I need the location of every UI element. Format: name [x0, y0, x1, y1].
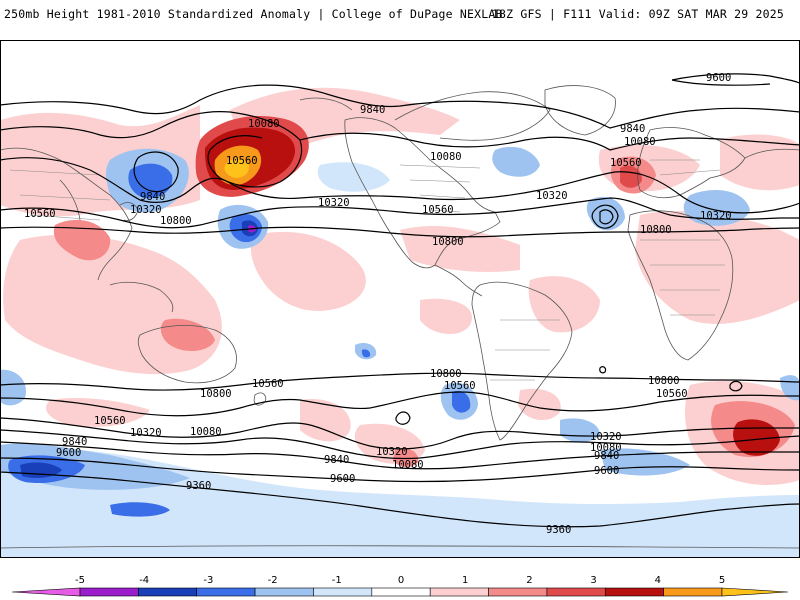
contour-label-9840-asia: 9840 [140, 191, 165, 203]
colorbar-bin [371, 587, 431, 597]
colorbar-tick-label: -1 [332, 575, 342, 586]
political-borders [9, 159, 725, 381]
contour-label-10560-us: 10560 [422, 204, 454, 216]
model-valid-time: 18Z GFS | F111 Valid: 09Z SAT MAR 29 202… [491, 7, 784, 21]
contour-label-10320-sh-west: 10320 [130, 427, 162, 439]
contour-labels: 9600 9840 10080 10560 9840 10320 10560 1… [24, 72, 732, 536]
colorbar-tick-label: -4 [139, 575, 149, 586]
contour-label-9360-sh-west: 9360 [186, 480, 211, 492]
colorbar-low-extension [11, 587, 81, 597]
colorbar-tick-label: -2 [268, 575, 278, 586]
contour-label-10320-canada: 10320 [318, 197, 350, 209]
contour-label-9600-sh-west: 9600 [56, 447, 81, 459]
contour-label-10080-atlantic: 10080 [624, 136, 656, 148]
contour-label-10800-sh-pacific: 10800 [430, 368, 462, 380]
contour-label-10320-atlantic: 10320 [536, 190, 568, 202]
colorbar-bin [313, 587, 373, 597]
height-contours [0, 73, 800, 528]
contour-label-10560-sh-pacific-w: 10560 [252, 378, 284, 390]
colorbar-tick-label: 1 [462, 575, 468, 586]
contour-label-10560-sh-west: 10560 [94, 415, 126, 427]
contour-label-10320-sh-atlantic: 10320 [590, 431, 622, 443]
colorbar-bin [138, 587, 198, 597]
contour-label-9600-arctic: 9600 [706, 72, 731, 84]
colorbar-tick-label: 5 [719, 575, 725, 586]
contour-label-10320-sh-pacific: 10320 [376, 446, 408, 458]
colorbar-high-extension [721, 587, 789, 597]
colorbar-bin [254, 587, 314, 597]
colorbar-bin [663, 587, 723, 597]
colorbar-tick-label: 4 [655, 575, 661, 586]
contour-label-9360-sh-south: 9360 [546, 524, 571, 536]
contour-label-10560-europe: 10560 [610, 157, 642, 169]
colorbar-bin [79, 587, 139, 597]
contour-label-9600-sh-pacific: 9600 [330, 473, 355, 485]
colorbar-tick-label: -5 [75, 575, 85, 586]
contour-label-10800-caribbean: 10800 [432, 236, 464, 248]
map-title: 250mb Height 1981-2010 Standardized Anom… [4, 7, 503, 21]
contour-label-10560-west: 10560 [24, 208, 56, 220]
colorbar-bin [429, 587, 489, 597]
coastlines [0, 85, 800, 549]
contour-label-10560-sh-atlantic: 10560 [656, 388, 688, 400]
contour-label-9840-pacific: 9840 [360, 104, 385, 116]
contour-label-10800-sh-atlantic: 10800 [648, 375, 680, 387]
contour-label-10080-alaska: 10080 [248, 118, 280, 130]
colorbar-tick-label: 3 [590, 575, 596, 586]
colorbar-tick-label: 2 [526, 575, 532, 586]
contour-label-9600-sh-atlantic: 9600 [594, 465, 619, 477]
contour-label-10800-africa: 10800 [640, 224, 672, 236]
contour-label-10320-asia: 10320 [130, 204, 162, 216]
anomaly-shading [0, 87, 800, 558]
contour-label-9840-sh-west: 9840 [62, 436, 87, 448]
colorbar-tick-label: 0 [398, 575, 404, 586]
contour-label-10080-canada: 10080 [430, 151, 462, 163]
contour-label-10320-mideast: 10320 [700, 210, 732, 222]
contour-label-9840-sh-atlantic: 9840 [594, 450, 619, 462]
contour-label-10560-ridge: 10560 [226, 155, 258, 167]
contour-label-10080-sh-pacific: 10080 [392, 459, 424, 471]
anomaly-colorbar: -5 -4 -3 -2 -1 0 1 2 3 4 5 [11, 575, 789, 597]
contour-label-10800-pacific: 10800 [160, 215, 192, 227]
colorbar-tick-label: -3 [203, 575, 213, 586]
colorbar-bin [546, 587, 606, 597]
contour-label-10080-sh-atlantic: 10080 [590, 442, 622, 454]
anomaly-map: 9600 9840 10080 10560 9840 10320 10560 1… [0, 40, 800, 558]
contour-label-9840-atlantic: 9840 [620, 123, 645, 135]
colorbar-bin [196, 587, 256, 597]
contour-label-10560-sh-pacific: 10560 [444, 380, 476, 392]
contour-label-10080-sh-west: 10080 [190, 426, 222, 438]
contour-label-9840-sh-pacific: 9840 [324, 454, 349, 466]
colorbar-bin [604, 587, 664, 597]
colorbar-bin [488, 587, 548, 597]
contour-label-10800-sh-pacific-w: 10800 [200, 388, 232, 400]
